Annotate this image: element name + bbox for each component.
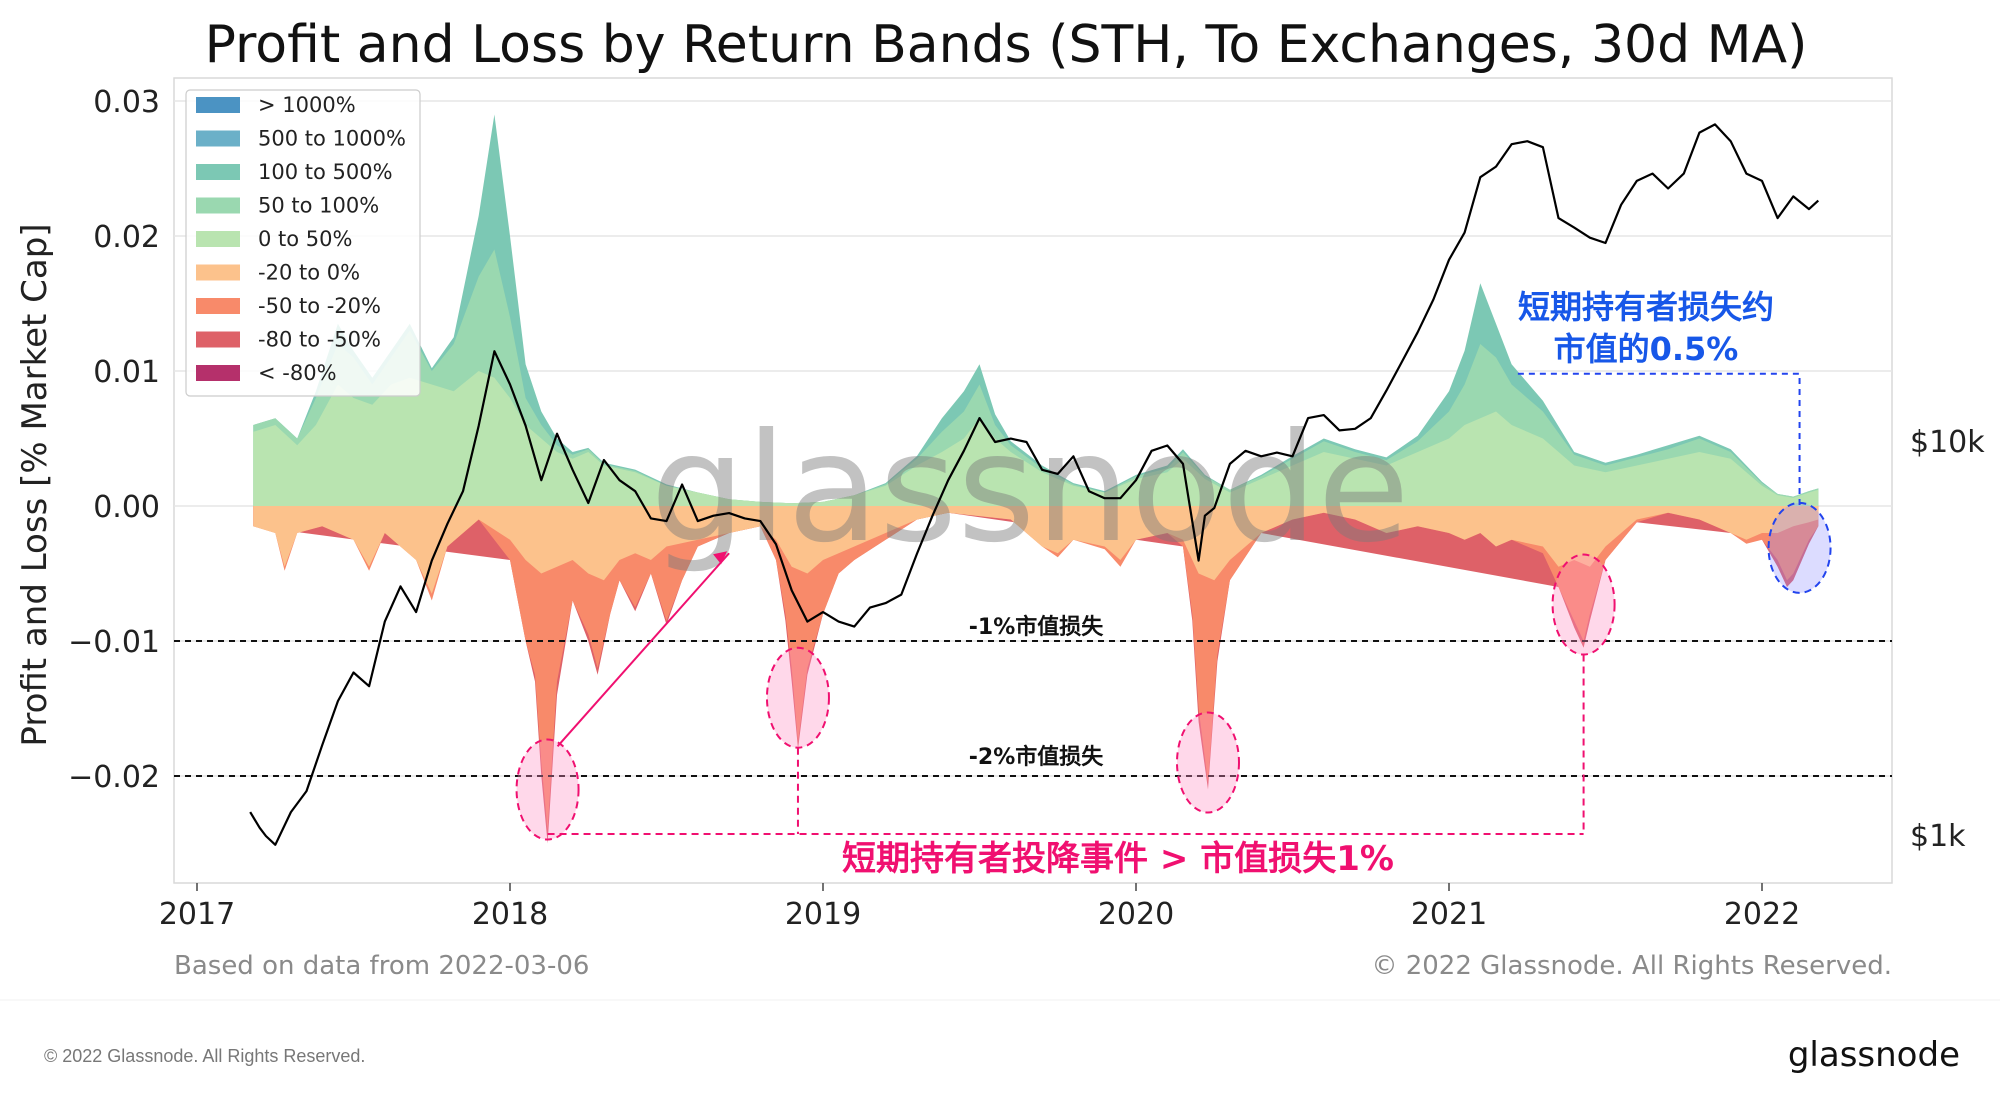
recent-loss-label-line2: 市值的0.5%	[1554, 330, 1739, 368]
x-tick-label-1: 2018	[472, 897, 548, 932]
legend-label-4: 0 to 50%	[258, 227, 352, 251]
legend-swatch-0	[196, 97, 240, 113]
chart-copyright: © 2022 Glassnode. All Rights Reserved.	[1371, 951, 1892, 981]
y-tick-label-5: −0.02	[68, 760, 160, 795]
y-axis-ticks: 0.03 0.02 0.01 0.00 −0.01 −0.02	[68, 85, 160, 795]
area-0-to-50-	[253, 371, 1819, 506]
legend-label-8: < -80%	[258, 361, 337, 385]
legend-label-2: 100 to 500%	[258, 160, 393, 184]
legend-label-6: -50 to -20%	[258, 294, 381, 318]
footer-logo: glassnode	[1788, 1035, 1960, 1075]
legend-swatch-4	[196, 231, 240, 247]
right-tick-label-1: $1k	[1910, 819, 1966, 854]
area-series	[253, 114, 1819, 844]
y-tick-label-3: 0.00	[93, 490, 160, 525]
area--50-to-20-	[253, 506, 1819, 830]
legend-swatch-8	[196, 365, 240, 381]
plot-frame	[173, 77, 1893, 884]
ref-label-1pct: -1%市值损失	[969, 614, 1104, 640]
watermark: glassnode	[650, 402, 1409, 576]
recent-event-highlight	[1767, 501, 1832, 594]
event-highlight-2	[765, 646, 830, 749]
recent-loss-label-line1: 短期持有者损失约	[1518, 288, 1774, 326]
x-axis-ticks: 2017 2018 2019 2020 2021 2022	[159, 883, 1800, 932]
area-50-to-100-	[253, 249, 1819, 506]
event-highlight-1	[515, 738, 580, 841]
legend-swatch-5	[196, 264, 240, 281]
x-tick-label-2: 2019	[785, 897, 861, 932]
legend-swatch-7	[196, 331, 240, 348]
event-highlight-4	[1551, 553, 1616, 656]
price-line	[249, 123, 1820, 846]
x-tick-label-4: 2021	[1411, 897, 1487, 932]
price-series	[249, 123, 1820, 846]
x-tick-label-5: 2022	[1724, 897, 1800, 932]
y-tick-label-2: 0.01	[93, 355, 160, 390]
legend-swatch-6	[196, 298, 240, 314]
event-highlights	[515, 372, 1832, 841]
event-highlight-3	[1175, 711, 1240, 814]
y-axis-label: Profit and Loss [% Market Cap]	[15, 223, 55, 746]
capitulation-label: 短期持有者投降事件 > 市值损失1%	[842, 839, 1394, 879]
recent-connector	[1517, 372, 1801, 506]
chart-title: Profit and Loss by Return Bands (STH, To…	[205, 15, 1808, 75]
legend-swatch-1	[196, 130, 240, 147]
data-date-note: Based on data from 2022-03-06	[174, 951, 589, 981]
legend-box	[185, 89, 421, 397]
legend: > 1000% 500 to 1000% 100 to 500% 50 to 100%…	[185, 89, 421, 397]
y-tick-label-1: 0.02	[93, 220, 160, 255]
capitulation-arrowhead	[713, 551, 728, 565]
legend-swatch-3	[196, 197, 240, 214]
legend-label-5: -20 to 0%	[258, 261, 360, 285]
legend-label-0: > 1000%	[258, 93, 356, 117]
y-tick-label-0: 0.03	[93, 85, 160, 120]
right-axis-ticks: $10k $1k	[1910, 425, 1985, 854]
legend-label-7: -80 to -50%	[258, 328, 381, 352]
area--20-to-0-	[253, 506, 1819, 594]
legend-label-1: 500 to 1000%	[258, 127, 406, 151]
capitulation-arrow	[556, 552, 730, 747]
x-tick-label-0: 2017	[159, 897, 235, 932]
footer-copyright: © 2022 Glassnode. All Rights Reserved.	[44, 1046, 365, 1066]
y-tick-label-4: −0.01	[68, 625, 160, 660]
x-tick-label-3: 2020	[1098, 897, 1174, 932]
legend-swatch-2	[196, 164, 240, 180]
ref-label-2pct: -2%市值损失	[969, 744, 1104, 770]
legend-label-3: 50 to 100%	[258, 194, 379, 218]
right-tick-label-0: $10k	[1910, 425, 1985, 460]
